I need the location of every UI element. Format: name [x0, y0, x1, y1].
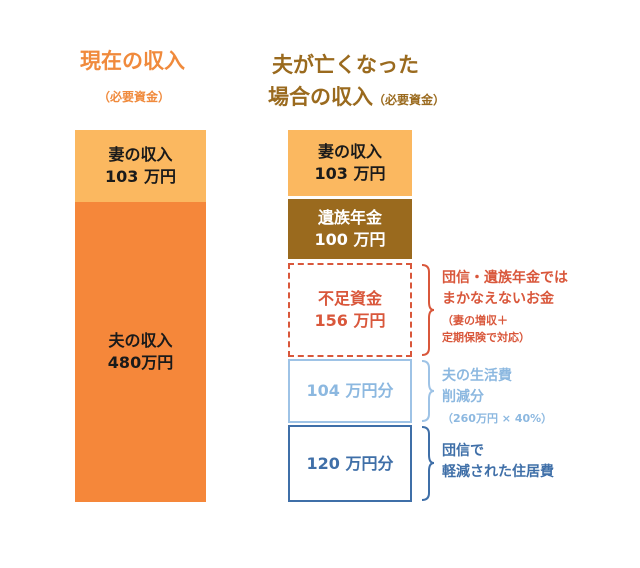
living-cost-brace	[421, 360, 435, 422]
shortfall-note-line2: まかなえないお金	[442, 291, 554, 307]
current-income-subtitle: （必要資金）	[98, 90, 171, 104]
after-death-title-line2: 場合の収入	[268, 85, 373, 109]
living-cost-cut-label: 104 万円分	[306, 381, 394, 400]
housing-cost-brace	[421, 426, 435, 501]
shortfall-note-line1: 団信・遺族年金では	[442, 270, 568, 286]
shortfall-note: 団信・遺族年金では まかなえないお金 （妻の増収＋ 定期保険で対応）	[442, 268, 568, 346]
left-wife-income-block: 妻の収入 103 万円	[75, 130, 206, 202]
shortfall-block: 不足資金 156 万円	[288, 263, 412, 357]
shortfall-label: 不足資金	[317, 289, 382, 308]
left-husband-income-block: 夫の収入 480万円	[75, 202, 206, 502]
after-death-title-line2-group: 場合の収入（必要資金）	[268, 84, 445, 110]
housing-cost-cut-block: 120 万円分	[288, 425, 412, 502]
survivor-pension-label: 遺族年金	[317, 208, 382, 227]
housing-cost-note: 団信で 軽減された住居費	[442, 441, 554, 483]
housing-cost-note-line2: 軽減された住居費	[442, 464, 554, 480]
right-wife-income-label: 妻の収入	[317, 142, 382, 161]
survivor-pension-amount: 100 万円	[314, 230, 386, 249]
living-cost-note-line1: 夫の生活費	[442, 368, 512, 384]
right-wife-income-block: 妻の収入 103 万円	[288, 130, 412, 196]
shortfall-brace	[421, 264, 435, 356]
living-cost-note-line2: 削減分	[442, 389, 484, 405]
survivor-pension-block: 遺族年金 100 万円	[288, 199, 412, 259]
after-death-subtitle: （必要資金）	[373, 93, 446, 107]
living-cost-note-small1: （260万円 × 40%）	[442, 412, 553, 425]
right-wife-income-amount: 103 万円	[314, 164, 386, 183]
housing-cost-note-line1: 団信で	[442, 443, 484, 459]
left-wife-income-label: 妻の収入	[108, 145, 173, 164]
living-cost-cut-block: 104 万円分	[288, 359, 412, 423]
shortfall-amount: 156 万円	[314, 311, 386, 330]
current-income-title: 現在の収入	[80, 49, 185, 73]
left-wife-income-amount: 103 万円	[105, 167, 176, 186]
living-cost-note: 夫の生活費 削減分 （260万円 × 40%）	[442, 366, 552, 427]
shortfall-note-small2: 定期保険で対応）	[442, 331, 530, 344]
left-husband-income-label: 夫の収入	[108, 331, 173, 350]
after-death-title-line1: 夫が亡くなった	[272, 53, 419, 77]
housing-cost-cut-label: 120 万円分	[306, 453, 394, 473]
shortfall-note-small1: （妻の増収＋	[442, 314, 508, 327]
left-husband-income-amount: 480万円	[107, 353, 174, 372]
